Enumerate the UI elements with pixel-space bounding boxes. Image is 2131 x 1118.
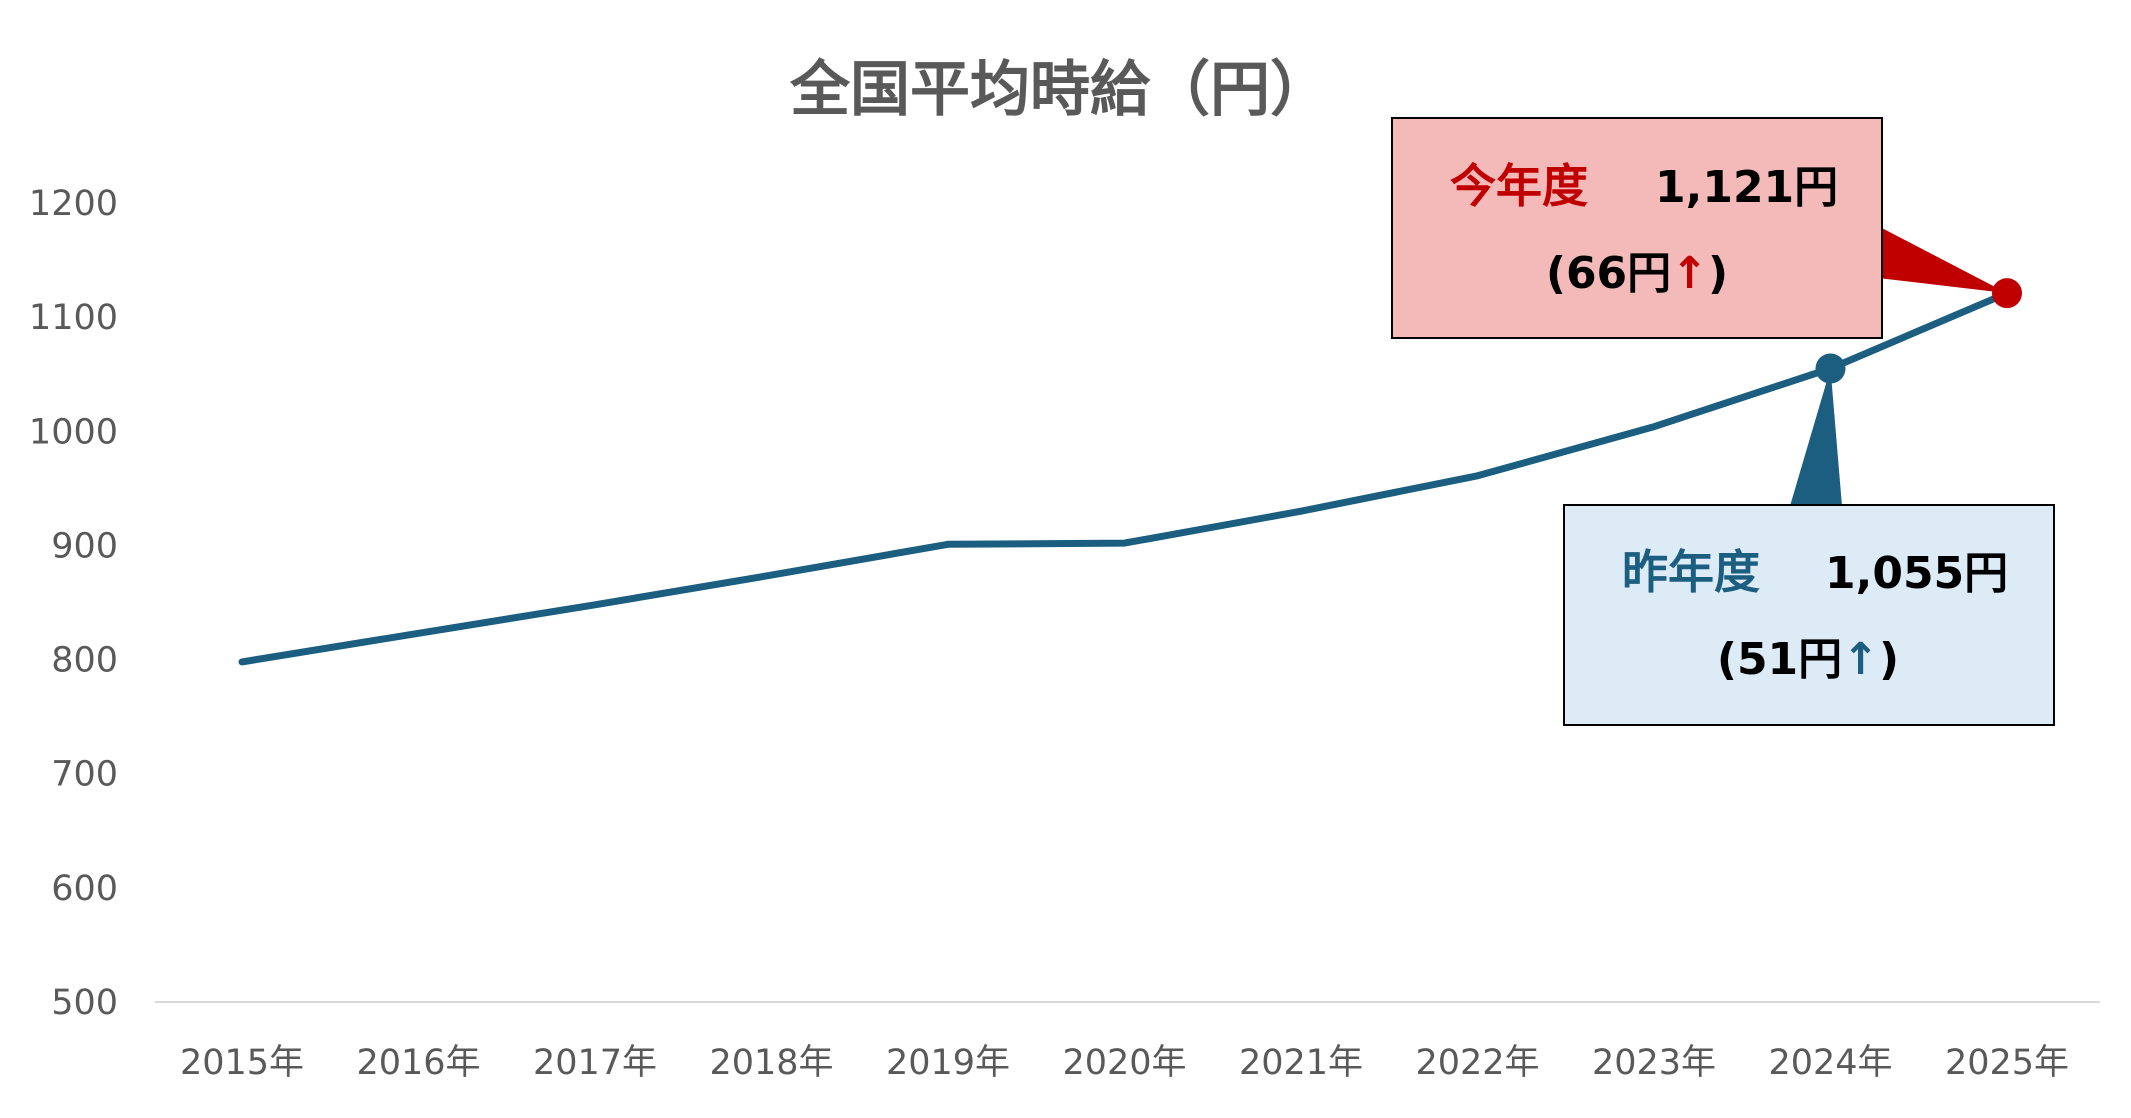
previous-year-callout-pointer [1790,368,1842,506]
x-tick-label: 2019年 [886,1043,1010,1083]
current-year-value: 1,121円 [1655,162,1838,213]
current-year-callout-pointer [1878,226,2007,294]
previous-year-diff: (51円↑) [1717,634,1899,685]
y-tick-label: 1000 [29,412,118,452]
x-tick-label: 2017年 [533,1043,657,1083]
current-year-callout: 今年度 1,121円 (66円↑) [1391,117,2007,339]
y-tick-label: 600 [51,869,118,909]
x-tick-label: 2023年 [1592,1043,1716,1083]
previous-year-value: 1,055円 [1825,548,2008,599]
previous-year-diff-close: ) [1879,634,1899,685]
y-tick-label: 700 [51,755,118,795]
x-tick-label: 2024年 [1768,1043,1892,1083]
current-year-callout-box [1391,117,1883,339]
x-tick-label: 2025年 [1945,1043,2069,1083]
series-layer [238,289,2011,666]
up-arrow-icon: ↑ [1842,634,1879,685]
x-tick-label: 2021年 [1239,1043,1363,1083]
x-tick-label: 2018年 [709,1043,833,1083]
x-tick-label: 2016年 [356,1043,480,1083]
y-tick-label: 1100 [29,298,118,338]
x-tick-label: 2020年 [1062,1043,1186,1083]
x-tick-label: 2022年 [1415,1043,1539,1083]
x-tick-label: 2015年 [180,1043,304,1083]
y-tick-label: 1200 [29,184,118,224]
previous-year-callout: 昨年度 1,055円 (51円↑) [1563,368,2055,726]
y-tick-label: 900 [51,526,118,566]
current-year-marker [1992,278,2022,309]
current-year-diff: (66円↑) [1546,248,1728,299]
y-tick-label: 800 [51,641,118,681]
y-tick-label: 500 [51,983,118,1023]
chart-title: 全国平均時給（円） [789,55,1330,125]
series-line [238,289,2011,666]
previous-year-marker [1815,353,1846,384]
x-axis: 2015年 2016年 2017年 2018年 2019年 2020年 2021年 2022年… [155,1001,2100,1083]
previous-year-callout-box [1563,504,2055,726]
previous-year-heading: 昨年度 [1622,545,1760,599]
y-axis: 500 600 700 800 900 1000 1100 1200 [29,184,118,1023]
current-year-heading: 今年度 [1450,159,1588,213]
current-year-diff-close: ) [1708,248,1728,299]
previous-year-diff-open: (51円 [1717,634,1842,685]
up-arrow-icon: ↑ [1671,248,1708,299]
marker-layer [1815,278,2022,384]
current-year-diff-open: (66円 [1546,248,1671,299]
